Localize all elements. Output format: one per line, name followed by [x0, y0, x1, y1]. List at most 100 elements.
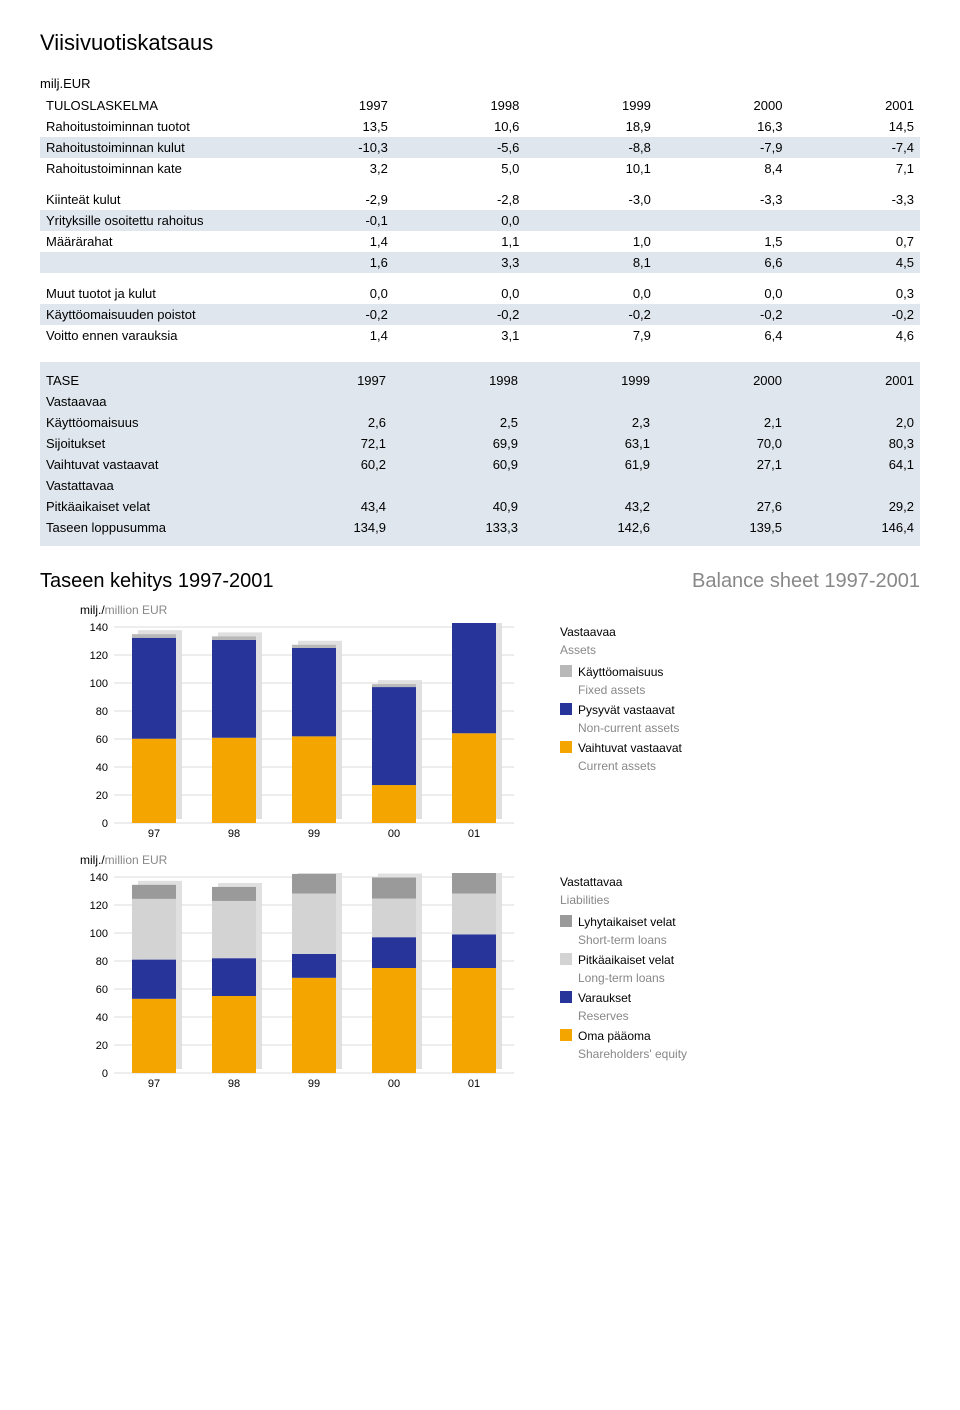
cell-value: 7,9: [525, 325, 657, 346]
table-row: Taseen loppusumma134,9133,3142,6139,5146…: [40, 517, 920, 538]
table-row: Määrärahat1,41,11,01,50,7: [40, 231, 920, 252]
svg-text:00: 00: [388, 1078, 400, 1090]
cell-value: 43,2: [524, 496, 656, 517]
row-label: Käyttöomaisuuden poistot: [40, 304, 260, 325]
col-year: 2000: [656, 370, 788, 391]
svg-text:140: 140: [90, 873, 108, 884]
assets-chart: 0204060801001201409798990001: [80, 623, 520, 843]
col-year: 1998: [392, 370, 524, 391]
table-row: Voitto ennen varauksia1,43,17,96,44,6: [40, 325, 920, 346]
cell-value: 14,5: [788, 116, 920, 137]
cell-value: 63,1: [524, 433, 656, 454]
col-year: 1999: [524, 370, 656, 391]
svg-text:01: 01: [468, 1078, 480, 1090]
cell-value: 2,5: [392, 412, 524, 433]
svg-text:99: 99: [308, 828, 320, 840]
section-label: Vastaavaa: [40, 391, 260, 412]
svg-text:120: 120: [90, 900, 108, 912]
legend-swatch: [560, 703, 572, 715]
svg-text:0: 0: [102, 1068, 108, 1080]
cell-value: 72,1: [260, 433, 392, 454]
row-label: Määrärahat: [40, 231, 260, 252]
legend-swatch: [560, 915, 572, 927]
cell-value: -0,2: [657, 304, 789, 325]
col-year: 1997: [260, 370, 392, 391]
cell-value: 3,2: [260, 158, 394, 179]
cell-value: [657, 210, 789, 231]
cell-value: -3,0: [525, 189, 657, 210]
svg-text:60: 60: [96, 734, 108, 746]
row-label: Pitkäaikaiset velat: [40, 496, 260, 517]
cell-value: 133,3: [392, 517, 524, 538]
svg-text:40: 40: [96, 1012, 108, 1024]
legend-swatch: [560, 991, 572, 1003]
legend-title-fi: Vastaavaa: [560, 623, 682, 641]
row-label: Vaihtuvat vastaavat: [40, 454, 260, 475]
svg-text:60: 60: [96, 984, 108, 996]
svg-text:00: 00: [388, 828, 400, 840]
chart-title-fi: Taseen kehitys 1997-2001: [40, 570, 274, 593]
cell-value: 60,2: [260, 454, 392, 475]
cell-value: 1,1: [394, 231, 526, 252]
row-label: Muut tuotot ja kulut: [40, 283, 260, 304]
cell-value: 0,0: [260, 283, 394, 304]
row-label: Yrityksille osoitettu rahoitus: [40, 210, 260, 231]
cell-value: 40,9: [392, 496, 524, 517]
chart-unit-top: milj./million EUR: [80, 603, 920, 617]
svg-text:98: 98: [228, 828, 240, 840]
cell-value: 0,7: [788, 231, 920, 252]
cell-value: -5,6: [394, 137, 526, 158]
svg-text:99: 99: [308, 1078, 320, 1090]
cell-value: 4,6: [788, 325, 920, 346]
cell-value: 0,0: [657, 283, 789, 304]
svg-text:100: 100: [90, 678, 108, 690]
cell-value: 0,0: [394, 283, 526, 304]
svg-text:20: 20: [96, 790, 108, 802]
legend-label-en: Short-term loans: [578, 931, 676, 949]
svg-text:120: 120: [90, 650, 108, 662]
cell-value: -3,3: [657, 189, 789, 210]
cell-value: 60,9: [392, 454, 524, 475]
legend-swatch: [560, 741, 572, 753]
cell-value: [525, 210, 657, 231]
legend-item: Lyhytaikaiset velatShort-term loans: [560, 913, 687, 949]
svg-text:97: 97: [148, 1078, 160, 1090]
table-row: Kiinteät kulut-2,9-2,8-3,0-3,3-3,3: [40, 189, 920, 210]
legend-label-fi: Oma pääoma: [578, 1027, 687, 1045]
cell-value: 8,1: [525, 252, 657, 273]
legend-item: KäyttöomaisuusFixed assets: [560, 663, 682, 699]
legend-item: Oma pääomaShareholders' equity: [560, 1027, 687, 1063]
legend-swatch: [560, 953, 572, 965]
cell-value: 61,9: [524, 454, 656, 475]
legend-item: Pysyvät vastaavatNon-current assets: [560, 701, 682, 737]
cell-value: 134,9: [260, 517, 392, 538]
cell-value: -10,3: [260, 137, 394, 158]
chart-title-en: Balance sheet 1997-2001: [692, 570, 920, 593]
table-row: Käyttöomaisuuden poistot-0,2-0,2-0,2-0,2…: [40, 304, 920, 325]
legend-swatch: [560, 665, 572, 677]
cell-value: 1,6: [260, 252, 394, 273]
row-label: Sijoitukset: [40, 433, 260, 454]
cell-value: [788, 210, 920, 231]
row-label: [40, 252, 260, 273]
table-row: Pitkäaikaiset velat43,440,943,227,629,2: [40, 496, 920, 517]
legend-title-en: Liabilities: [560, 891, 687, 909]
table-row: 1,63,38,16,64,5: [40, 252, 920, 273]
cell-value: -2,9: [260, 189, 394, 210]
cell-value: 16,3: [657, 116, 789, 137]
legend-item: Vaihtuvat vastaavatCurrent assets: [560, 739, 682, 775]
svg-text:100: 100: [90, 928, 108, 940]
svg-text:0: 0: [102, 818, 108, 830]
cell-value: 0,3: [788, 283, 920, 304]
legend-title-en: Assets: [560, 641, 682, 659]
cell-value: 27,6: [656, 496, 788, 517]
col-year: 2000: [657, 95, 789, 116]
cell-value: 43,4: [260, 496, 392, 517]
table-row: Rahoitustoiminnan tuotot13,510,618,916,3…: [40, 116, 920, 137]
legend-item: VarauksetReserves: [560, 989, 687, 1025]
table-row: Vaihtuvat vastaavat60,260,961,927,164,1: [40, 454, 920, 475]
liabilities-chart: 0204060801001201409798990001: [80, 873, 520, 1093]
table-row: Sijoitukset72,169,963,170,080,3: [40, 433, 920, 454]
cell-value: -0,2: [260, 304, 394, 325]
legend-label-fi: Pitkäaikaiset velat: [578, 951, 674, 969]
